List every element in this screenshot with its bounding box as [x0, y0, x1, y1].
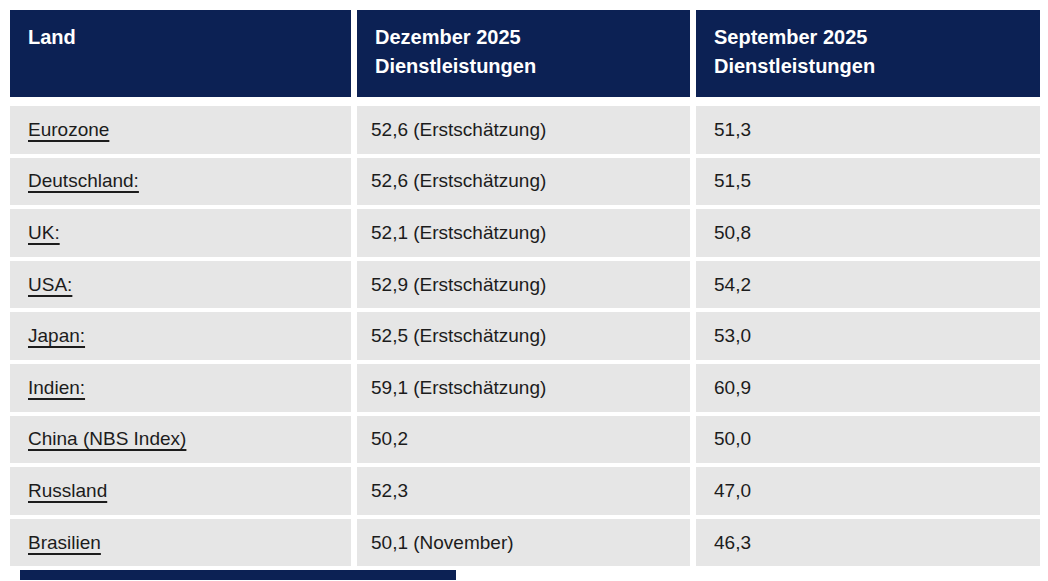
country-link[interactable]: Eurozone: [28, 119, 109, 141]
country-link[interactable]: Deutschland:: [28, 170, 139, 192]
country-cell: USA:: [10, 261, 351, 309]
page: Land Dezember 2025 Dienstleistungen Sept…: [0, 0, 1048, 581]
country-link[interactable]: Indien:: [28, 377, 85, 399]
country-cell: Deutschland:: [10, 158, 351, 206]
country-cell: Japan:: [10, 312, 351, 360]
pmi-services-table: Land Dezember 2025 Dienstleistungen Sept…: [10, 10, 1040, 566]
september-value-cell: 54,2: [696, 261, 1040, 309]
dezember-value-cell: 52,9 (Erstschätzung): [357, 261, 690, 309]
dezember-value-cell: 50,2: [357, 416, 690, 464]
dezember-value-cell: 52,6 (Erstschätzung): [357, 158, 690, 206]
country-cell: Russland: [10, 467, 351, 515]
table-body: Eurozone 52,6 (Erstschätzung) 51,3 Deuts…: [10, 106, 1040, 566]
dezember-value-cell: 52,5 (Erstschätzung): [357, 312, 690, 360]
country-link[interactable]: UK:: [28, 222, 60, 244]
country-cell: Indien:: [10, 364, 351, 412]
header-cell-land: Land: [10, 10, 351, 97]
dezember-value-cell: 52,1 (Erstschätzung): [357, 209, 690, 257]
country-cell: UK:: [10, 209, 351, 257]
dezember-value-cell: 52,6 (Erstschätzung): [357, 106, 690, 154]
dezember-value-cell: 52,3: [357, 467, 690, 515]
header-cell-dezember: Dezember 2025 Dienstleistungen: [357, 10, 690, 97]
next-section-partial-bar: [20, 570, 456, 580]
country-link[interactable]: Russland: [28, 480, 107, 502]
september-value-cell: 53,0: [696, 312, 1040, 360]
september-value-cell: 60,9: [696, 364, 1040, 412]
dezember-value-cell: 59,1 (Erstschätzung): [357, 364, 690, 412]
september-value-cell: 47,0: [696, 467, 1040, 515]
country-link[interactable]: Brasilien: [28, 532, 101, 554]
september-value-cell: 51,5: [696, 158, 1040, 206]
september-value-cell: 51,3: [696, 106, 1040, 154]
country-link[interactable]: China (NBS Index): [28, 428, 186, 450]
country-link[interactable]: Japan:: [28, 325, 85, 347]
country-cell: Eurozone: [10, 106, 351, 154]
header-cell-september: September 2025 Dienstleistungen: [696, 10, 1040, 97]
table-header-row: Land Dezember 2025 Dienstleistungen Sept…: [10, 10, 1040, 97]
country-cell: China (NBS Index): [10, 416, 351, 464]
country-cell: Brasilien: [10, 519, 351, 567]
september-value-cell: 46,3: [696, 519, 1040, 567]
september-value-cell: 50,8: [696, 209, 1040, 257]
country-link[interactable]: USA:: [28, 274, 72, 296]
september-value-cell: 50,0: [696, 416, 1040, 464]
dezember-value-cell: 50,1 (November): [357, 519, 690, 567]
